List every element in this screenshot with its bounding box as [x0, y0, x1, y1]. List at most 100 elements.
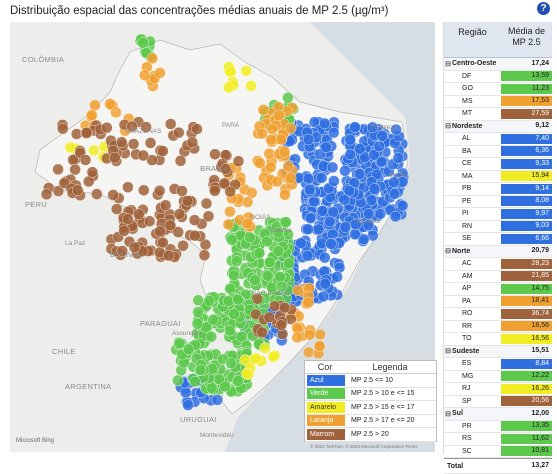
- station-dot: [245, 80, 257, 92]
- station-dot: [325, 238, 337, 250]
- matrix-group-row[interactable]: ⊟ Norte 20,79: [444, 245, 552, 258]
- matrix-group-row[interactable]: ⊟ Nordeste 9,12: [444, 120, 552, 133]
- station-dot: [176, 185, 188, 197]
- station-dot: [301, 250, 314, 262]
- col-avg-header[interactable]: Média de MP 2.5: [507, 26, 546, 47]
- station-dot: [69, 163, 81, 176]
- matrix-row[interactable]: RR 18,56: [444, 321, 552, 333]
- station-dot: [211, 394, 224, 406]
- station-dot: [263, 147, 276, 160]
- label-montevideu: Montevidéu: [200, 432, 234, 439]
- station-dot: [159, 199, 172, 211]
- matrix-row[interactable]: AL 7,40: [444, 133, 552, 146]
- collapse-icon[interactable]: ⊟: [445, 348, 451, 356]
- matrix-row[interactable]: SP 20,56: [444, 396, 552, 408]
- matrix-row[interactable]: AM 21,85: [444, 271, 552, 283]
- station-dot: [194, 364, 207, 376]
- matrix-row[interactable]: RJ 16,26: [444, 383, 552, 396]
- matrix-row[interactable]: AC 28,23: [444, 258, 552, 271]
- matrix-row[interactable]: TO 16,56: [444, 333, 552, 346]
- group-value: 9,12: [535, 122, 549, 130]
- station-dot: [186, 136, 199, 148]
- matrix-row[interactable]: MS 17,53: [444, 96, 552, 108]
- station-dot: [192, 306, 204, 318]
- collapse-icon[interactable]: ⊟: [445, 248, 451, 256]
- label-argentina: ARGENTINA: [65, 382, 112, 391]
- legend-row: Azul MP 2.5 <= 10: [305, 374, 436, 388]
- state-label: PA: [462, 297, 471, 305]
- col-region-header[interactable]: Região: [458, 27, 487, 37]
- station-dot: [86, 166, 99, 178]
- state-value-cell: 20,56: [501, 396, 552, 407]
- matrix-row[interactable]: RN 9,03: [444, 221, 552, 233]
- state-value-cell: 9,33: [501, 158, 552, 169]
- region-matrix[interactable]: Região Média de MP 2.5 ⊟ Centro-Oeste 17,2…: [443, 22, 552, 474]
- station-dot: [115, 136, 128, 148]
- state-label: RR: [462, 322, 473, 330]
- station-dot: [126, 120, 138, 133]
- matrix-row[interactable]: CE 9,33: [444, 158, 552, 171]
- station-dot: [375, 155, 388, 168]
- state-value-cell: 18,41: [501, 296, 552, 307]
- matrix-row[interactable]: PA 18,41: [444, 296, 552, 308]
- matrix-row[interactable]: MT 27,59: [444, 108, 552, 121]
- matrix-row[interactable]: RO 36,74: [444, 308, 552, 321]
- station-dot: [275, 133, 287, 146]
- matrix-group-row[interactable]: ⊟ Centro-Oeste 17,24: [444, 58, 552, 71]
- matrix-row[interactable]: PR 13,35: [444, 421, 552, 433]
- matrix-row[interactable]: GO 11,23: [444, 83, 552, 96]
- matrix-group-row[interactable]: ⊟ Sudeste 15,51: [444, 345, 552, 358]
- station-dot: [314, 328, 326, 341]
- station-dot: [154, 67, 166, 79]
- total-label: Total: [447, 462, 464, 470]
- matrix-row[interactable]: PI 9,97: [444, 208, 552, 221]
- state-value-cell: 27,59: [501, 108, 552, 119]
- station-dot: [224, 324, 236, 337]
- state-value-cell: 8,08: [501, 196, 552, 207]
- label-brasilia: Brasília: [270, 227, 292, 234]
- station-dot: [315, 172, 328, 184]
- state-value-cell: 9,14: [501, 183, 552, 194]
- matrix-row[interactable]: MG 12,22: [444, 371, 552, 383]
- matrix-row[interactable]: ES 8,84: [444, 358, 552, 371]
- state-value-cell: 6,36: [501, 146, 552, 157]
- label-assuncao: Assunção: [172, 330, 201, 337]
- station-dot: [226, 234, 238, 246]
- state-label: BA: [462, 147, 472, 155]
- matrix-row[interactable]: DF 13,59: [444, 71, 552, 83]
- station-dot: [172, 374, 184, 387]
- station-dot: [222, 81, 235, 94]
- matrix-row[interactable]: AP 14,75: [444, 283, 552, 296]
- station-dot: [218, 177, 231, 190]
- station-dot: [312, 223, 325, 236]
- label-la-paz: La Paz: [65, 240, 86, 247]
- collapse-icon[interactable]: ⊟: [445, 123, 451, 131]
- matrix-row[interactable]: SE 6,66: [444, 233, 552, 246]
- matrix-row[interactable]: MA 15,94: [444, 171, 552, 183]
- map-canvas[interactable]: [10, 22, 435, 452]
- matrix-row[interactable]: PB 9,14: [444, 183, 552, 196]
- station-dot: [350, 218, 362, 231]
- matrix-row[interactable]: RS 11,62: [444, 433, 552, 446]
- station-dot: [303, 329, 316, 341]
- collapse-icon[interactable]: ⊟: [445, 60, 451, 68]
- help-icon[interactable]: ?: [537, 2, 550, 15]
- label-paraguai: PARAGUAI: [140, 319, 181, 328]
- map-visual[interactable]: COLÔMBIA PERU BRASIL BOLÍVIA La Paz PARA…: [10, 22, 435, 452]
- matrix-row[interactable]: SC 10,81: [444, 446, 552, 458]
- collapse-icon[interactable]: ⊟: [445, 410, 451, 418]
- matrix-row[interactable]: PE 8,08: [444, 196, 552, 208]
- group-label: Norte: [452, 247, 471, 255]
- station-dot: [138, 184, 150, 196]
- station-dot: [284, 172, 297, 184]
- station-dot: [268, 300, 281, 312]
- map-copyright[interactable]: © 2024 TomTom, © 2024 Microsoft Corporat…: [310, 444, 418, 449]
- station-dot: [182, 399, 194, 411]
- matrix-group-row[interactable]: ⊟ Sul 12,00: [444, 408, 552, 421]
- group-value: 20,79: [531, 247, 549, 255]
- matrix-row[interactable]: BA 6,36: [444, 146, 552, 158]
- station-dot: [153, 185, 166, 197]
- state-label: PI: [462, 210, 469, 218]
- station-dot: [283, 257, 295, 270]
- state-label: MS: [462, 97, 473, 105]
